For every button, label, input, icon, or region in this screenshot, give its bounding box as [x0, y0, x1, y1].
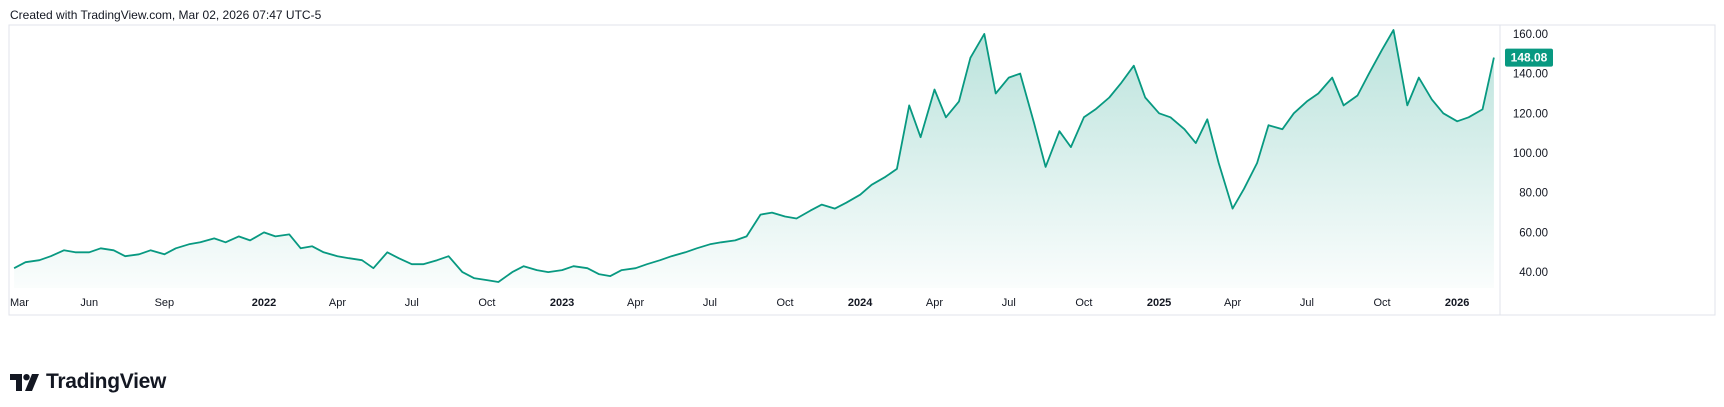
tradingview-brand[interactable]: TradingView [10, 370, 166, 394]
x-tick-label: Jul [1002, 297, 1016, 309]
tradingview-logo-icon [10, 373, 39, 391]
x-tick-label: 2026 [1445, 297, 1469, 309]
x-tick-label: Apr [1224, 297, 1241, 309]
price-axis[interactable]: 40.00 60.00 80.00 100.00 120.00 140.00 160.00 [1513, 29, 1548, 279]
x-tick-label: 2023 [550, 297, 574, 309]
x-tick-label: Jul [405, 297, 419, 309]
area-layer [13, 29, 1495, 288]
x-tick-label: Apr [627, 297, 644, 309]
y-tick-label: 80.00 [1519, 188, 1548, 200]
x-tick-label: 2024 [848, 297, 873, 309]
y-tick-label: 160.00 [1513, 29, 1548, 41]
y-tick-label: 60.00 [1519, 227, 1548, 239]
last-price-badge [1505, 48, 1553, 67]
x-tick-label: Oct [478, 297, 495, 309]
y-tick-label: 40.00 [1519, 267, 1548, 279]
x-tick-label: Apr [926, 297, 943, 309]
y-tick-label: 140.00 [1513, 69, 1548, 81]
x-tick-label: Jul [703, 297, 717, 309]
y-tick-label: 100.00 [1513, 148, 1548, 160]
x-tick-label: Oct [776, 297, 793, 309]
x-tick-label: Oct [1373, 297, 1390, 309]
time-axis[interactable]: Mar Jun Sep 2022 Apr Jul Oct 2023 Apr Jul Oct 2024 A… [10, 297, 1469, 309]
brand-name: TradingView [46, 370, 167, 393]
x-tick-label: Apr [329, 297, 346, 309]
x-tick-label: Sep [155, 297, 175, 309]
x-tick-label: 2022 [252, 297, 276, 309]
x-tick-label: Jul [1300, 297, 1314, 309]
x-tick-label: Jun [80, 297, 98, 309]
y-tick-label: 120.00 [1513, 108, 1548, 120]
area-fill [14, 30, 1494, 288]
last-price-marker: 148.08 [1505, 48, 1553, 67]
created-with-text: Created with TradingView.com, Mar 02, 20… [10, 8, 322, 22]
price-line [13, 29, 1495, 283]
x-tick-label: Oct [1075, 297, 1092, 309]
x-tick-label: Mar [10, 297, 29, 309]
chart-frame [8, 24, 1716, 316]
last-price-label: 148.08 [1511, 51, 1548, 65]
x-tick-label: 2025 [1147, 297, 1171, 309]
